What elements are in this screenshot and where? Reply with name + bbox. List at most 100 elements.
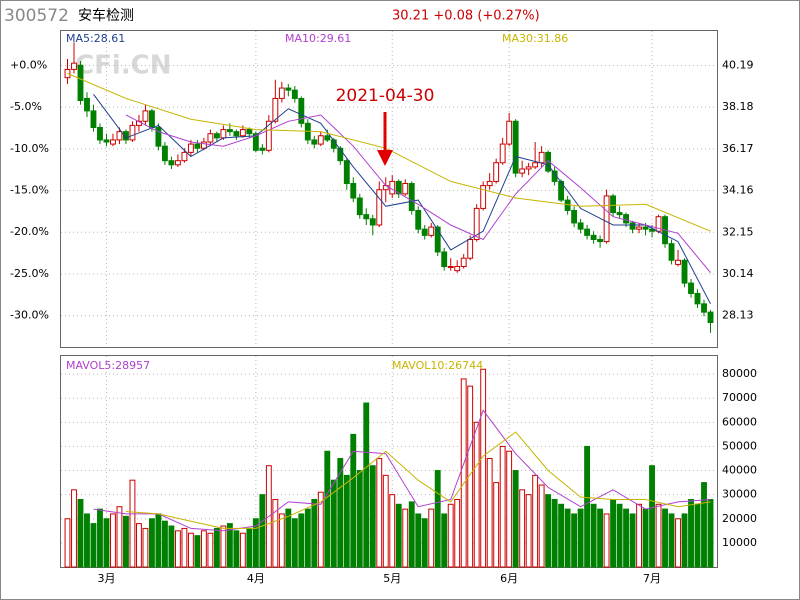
- candle-body: [71, 62, 77, 70]
- candle-body: [519, 168, 526, 174]
- volume-bar: [616, 503, 623, 568]
- volume-bar: [610, 498, 617, 568]
- volume-bar: [408, 501, 415, 568]
- volume-bar: [71, 489, 77, 568]
- volume-bar: [493, 482, 500, 568]
- volume-bar: [77, 498, 84, 568]
- volume-bar: [239, 532, 246, 568]
- x-tick-label: 5月: [383, 572, 401, 585]
- y-tick-label: 50000: [722, 439, 757, 452]
- volume-bar: [285, 508, 292, 568]
- volume-bar: [486, 457, 493, 568]
- candle-body: [610, 195, 617, 214]
- volume-bar: [110, 513, 116, 568]
- volume-bar: [84, 513, 90, 568]
- volume-bar: [655, 503, 662, 568]
- candle-body: [701, 303, 707, 313]
- candle-body: [408, 183, 415, 211]
- volume-bar: [532, 474, 539, 568]
- volume-bar: [441, 513, 448, 568]
- candle-body: [694, 292, 701, 305]
- y-tick-label: 80000: [722, 367, 757, 380]
- ma-line: [93, 409, 711, 532]
- candle-body: [376, 189, 383, 226]
- volume-bar: [538, 484, 545, 568]
- y-tick-label: 36.17: [722, 142, 754, 155]
- volume-bar: [415, 513, 422, 568]
- candle-body: [577, 222, 584, 230]
- volume-bar: [577, 508, 584, 568]
- x-tick-label: 7月: [643, 572, 661, 585]
- y2-tick-label: -5.0%: [10, 100, 42, 113]
- volume-bar: [343, 474, 350, 568]
- volume-bar: [200, 530, 207, 568]
- x-tick-label: 6月: [500, 572, 518, 585]
- candle-body: [220, 129, 227, 139]
- volume-bar: [454, 498, 461, 568]
- x-tick-label: 3月: [97, 572, 115, 585]
- volume-bar: [551, 498, 558, 568]
- candle-body: [447, 265, 454, 268]
- candle-body: [356, 197, 363, 216]
- volume-bar: [148, 518, 155, 568]
- volume-panel: [60, 355, 718, 568]
- volume-bar: [623, 508, 630, 568]
- x-tick-label: 4月: [247, 572, 265, 585]
- volume-bar: [90, 523, 97, 568]
- candle-body: [603, 195, 610, 243]
- y2-tick-label: +0.0%: [10, 58, 47, 71]
- candle-body: [571, 209, 578, 224]
- candle-body: [389, 180, 396, 195]
- volume-bar: [389, 494, 396, 568]
- candle-body: [421, 228, 428, 236]
- volume-bar: [376, 457, 383, 568]
- stock-name: 安车检测: [78, 7, 134, 24]
- volume-bar: [512, 470, 519, 568]
- volume-bar: [662, 508, 668, 568]
- candle-body: [285, 87, 292, 91]
- volume-bar: [363, 402, 370, 568]
- y-tick-label: 60000: [722, 415, 757, 428]
- candle-body: [103, 139, 110, 143]
- ma-line: [125, 114, 711, 274]
- volume-bar: [194, 535, 201, 568]
- candle-body: [558, 180, 565, 201]
- volume-bar: [701, 482, 707, 568]
- volume-bar: [337, 457, 344, 568]
- candle-body: [142, 110, 149, 122]
- candle-body: [402, 183, 409, 195]
- candle-body: [473, 207, 480, 241]
- candle-body: [532, 162, 539, 168]
- candle-body: [369, 218, 376, 226]
- volume-bar: [688, 498, 694, 568]
- volume-bar: [220, 525, 227, 568]
- y-tick-label: 70000: [722, 391, 757, 404]
- volume-bar: [207, 532, 214, 568]
- volume-bar: [129, 479, 136, 568]
- volume-bar: [136, 523, 142, 568]
- candle-body: [174, 160, 181, 166]
- candle-body: [291, 89, 298, 99]
- candle-body: [681, 259, 688, 284]
- arrow-head: [377, 150, 393, 166]
- volume-bar: [434, 470, 441, 568]
- volume-bar: [350, 433, 357, 568]
- candle-body: [239, 129, 246, 137]
- volume-bar: [447, 503, 454, 568]
- candle-body: [272, 97, 279, 122]
- volume-bar: [545, 494, 552, 568]
- candle-body: [337, 147, 344, 162]
- candle-body: [675, 259, 681, 265]
- legend-entry: MAVOL10:26744: [392, 359, 483, 372]
- candle-body: [642, 226, 649, 230]
- volume-bar: [603, 513, 610, 568]
- y-tick-label: 30.14: [722, 267, 754, 280]
- candle-body: [148, 110, 155, 128]
- candle-body: [506, 120, 513, 145]
- candle-body: [636, 226, 642, 230]
- volume-bar: [233, 530, 240, 568]
- volume-bar: [161, 520, 168, 568]
- candle-body: [278, 87, 285, 99]
- volume-bar: [584, 445, 591, 568]
- candle-body: [428, 226, 435, 236]
